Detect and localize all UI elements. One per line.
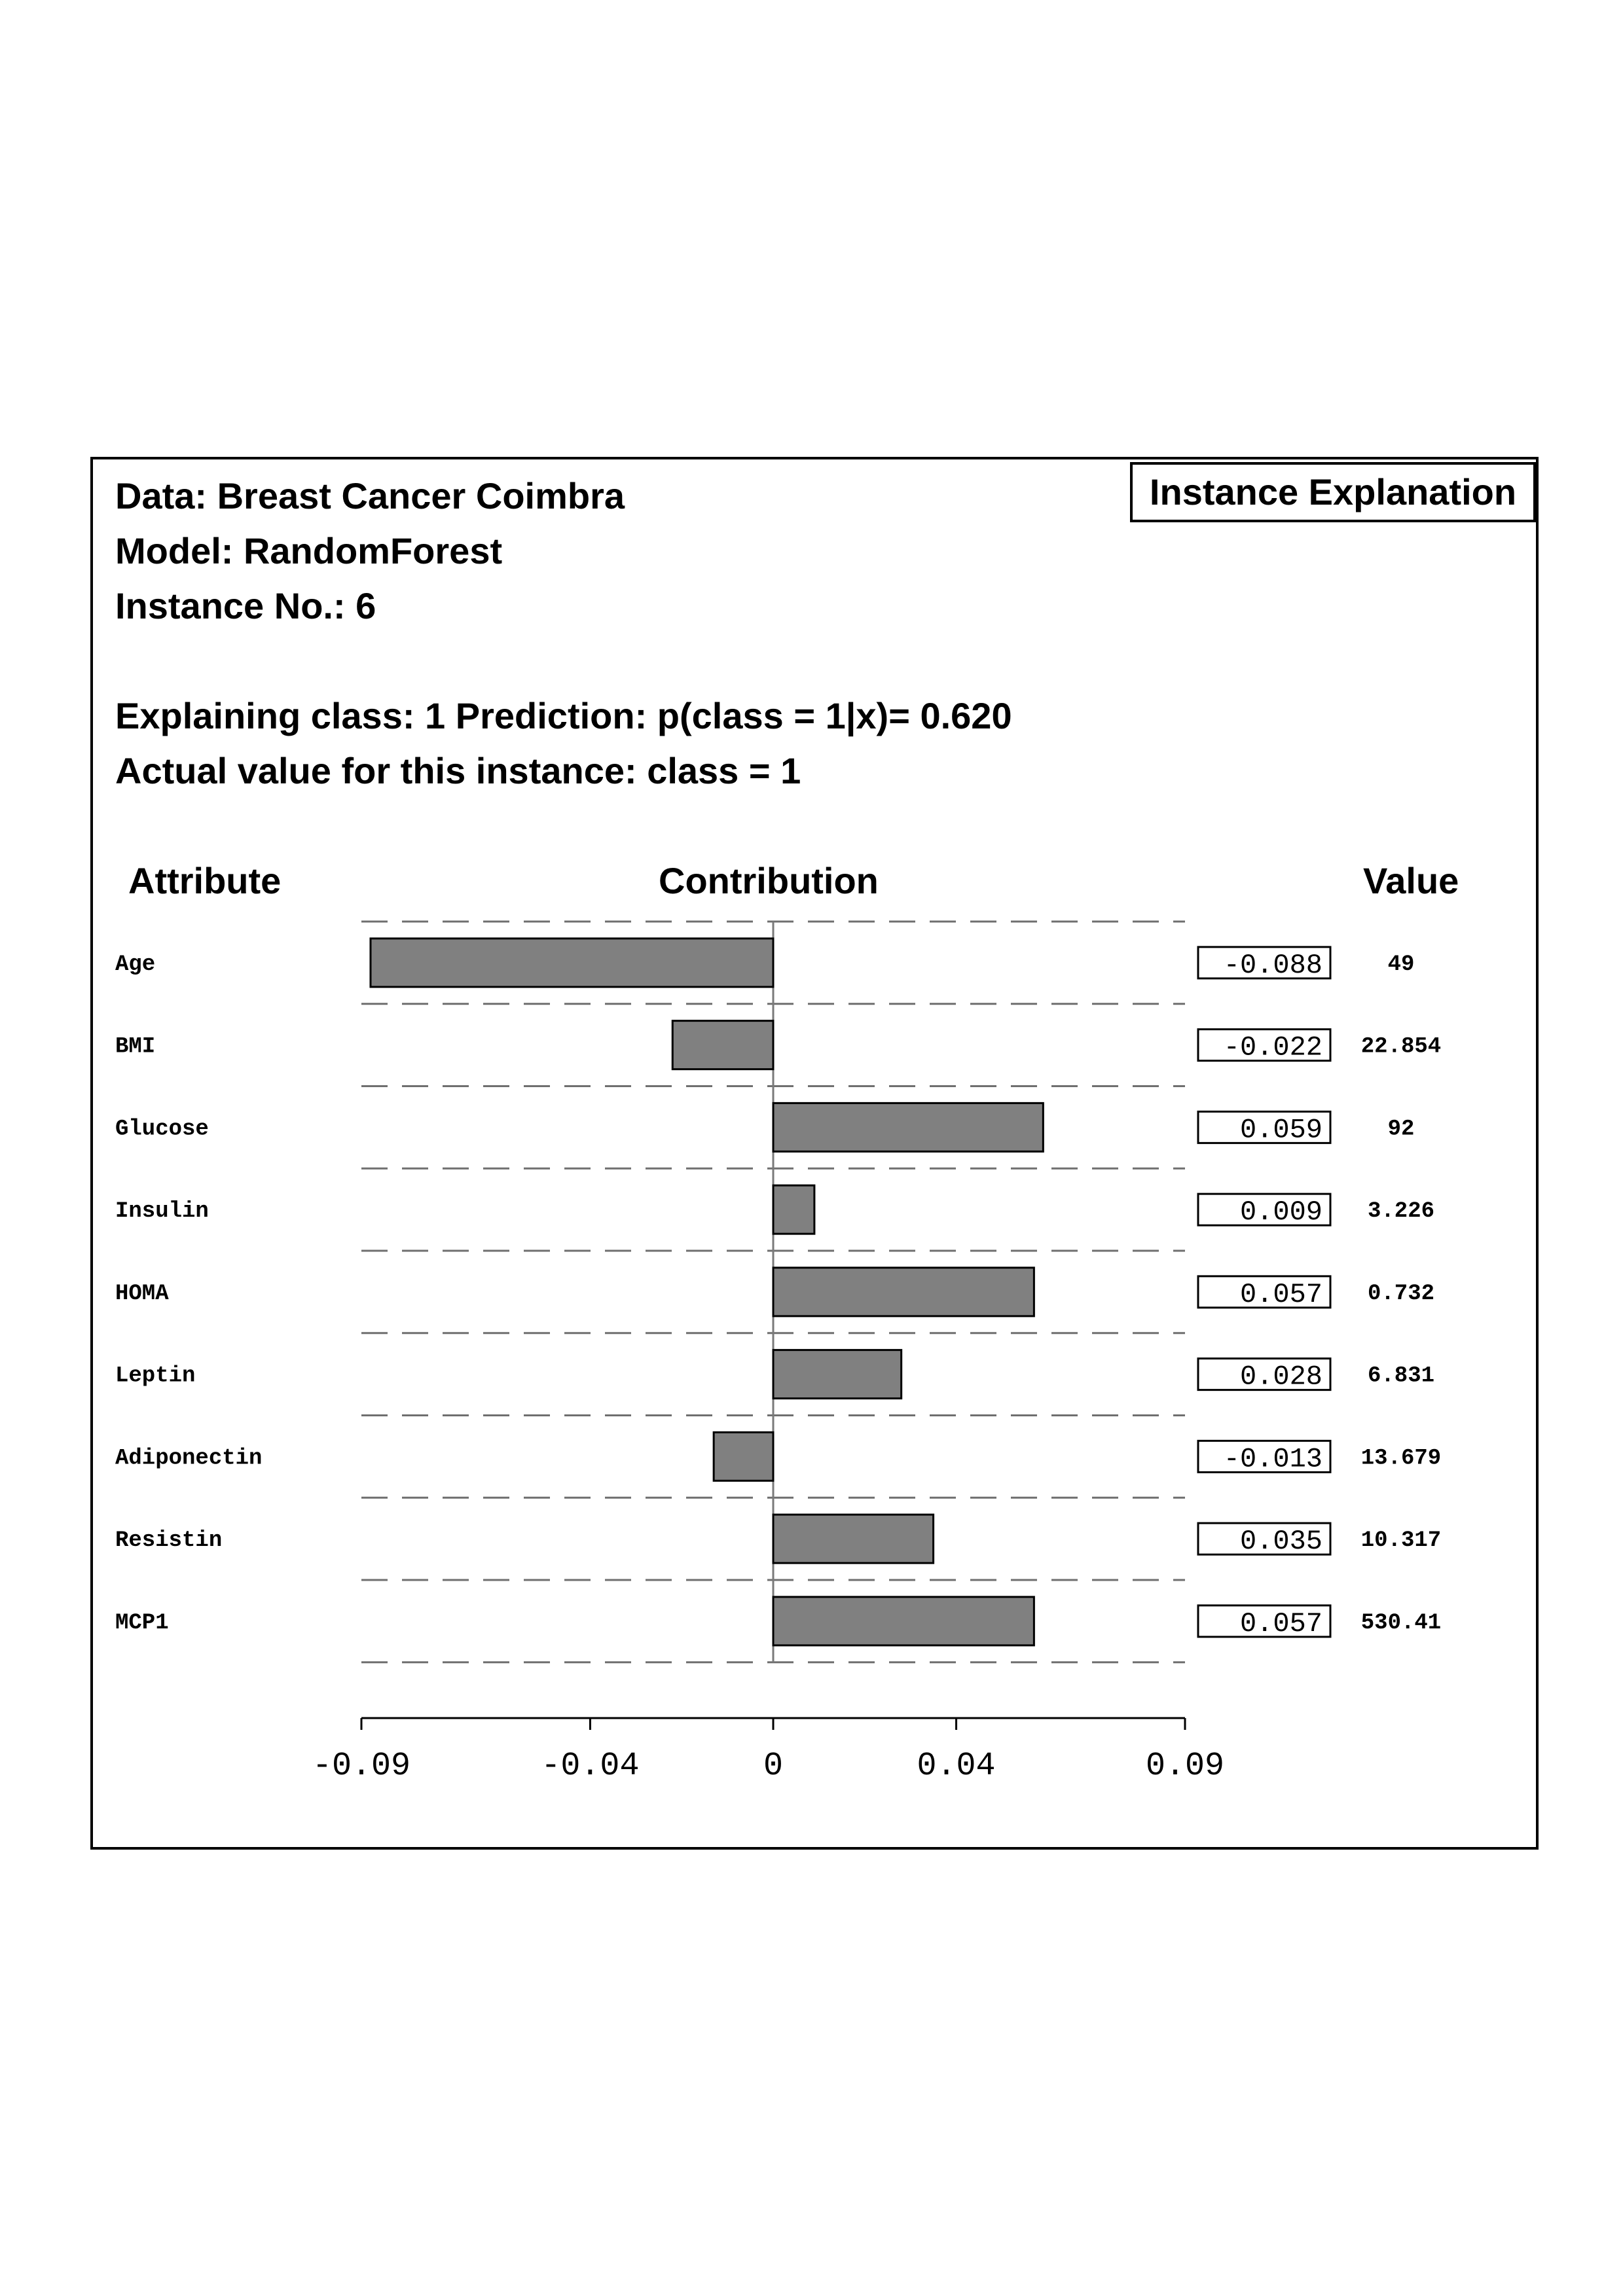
data-line: Data: Breast Cancer Coimbra [115,475,625,516]
x-tick-label: 0 [763,1748,783,1785]
contribution-value-box [1197,1522,1332,1556]
attribute-label: MCP1 [115,1611,169,1636]
contribution-value-box [1197,1275,1332,1309]
attribute-label: Leptin [115,1364,195,1389]
attribute-label: HOMA [115,1282,169,1306]
attribute-label: Resistin [115,1528,222,1553]
contribution-column-header: Contribution [659,860,879,901]
contribution-value-box [1197,946,1332,980]
contribution-value-label: -0.013 [1224,1443,1322,1475]
contribution-bar [772,1266,1035,1318]
contribution-value-box [1197,1604,1332,1638]
model-line: Model: RandomForest [115,530,503,571]
contribution-value-label: -0.088 [1224,950,1322,981]
contribution-value-label: 0.035 [1240,1526,1322,1557]
contribution-value-label: 0.057 [1240,1608,1322,1640]
x-tick-label: 0.04 [917,1748,996,1785]
contribution-bar [772,1184,816,1235]
contribution-value-box [1197,1357,1332,1391]
attribute-value-label: 92 [1388,1117,1415,1141]
attribute-column-header: Attribute [128,860,282,901]
x-tick-label: 0.09 [1146,1748,1224,1785]
attribute-label: BMI [115,1035,155,1060]
instance-explanation-badge: Instance Explanation [1130,462,1536,522]
contribution-value-label: 0.059 [1240,1114,1322,1145]
actual-line: Actual value for this instance: class = … [115,750,801,791]
x-tick-label: -0.09 [312,1748,410,1785]
contribution-bar [772,1596,1035,1647]
attribute-label: Age [115,952,155,977]
contribution-value-box [1197,1028,1332,1062]
contribution-value-label: 0.028 [1240,1361,1322,1393]
contribution-value-label: 0.057 [1240,1279,1322,1310]
attribute-value-label: 13.679 [1361,1446,1441,1471]
explaining-line: Explaining class: 1 Prediction: p(class … [115,695,1012,736]
attribute-label: Adiponectin [115,1446,262,1471]
contribution-value-box [1197,1193,1332,1227]
attribute-value-label: 0.732 [1368,1282,1434,1306]
contribution-bar [369,937,775,988]
attribute-value-label: 530.41 [1361,1611,1441,1636]
attribute-value-label: 22.854 [1361,1035,1441,1060]
attribute-value-label: 10.317 [1361,1528,1441,1553]
contribution-bar [671,1020,775,1071]
attribute-label: Glucose [115,1117,209,1141]
attribute-label: Insulin [115,1199,209,1224]
attribute-value-label: 3.226 [1368,1199,1434,1224]
contribution-bar [772,1513,935,1564]
instance-line: Instance No.: 6 [115,585,376,626]
contribution-bar [712,1431,775,1482]
contribution-bar [772,1349,903,1400]
explanation-frame [90,457,1539,1850]
contribution-bar [772,1102,1044,1153]
value-column-header: Value [1363,860,1459,901]
x-tick-label: -0.04 [541,1748,639,1785]
contribution-value-label: 0.009 [1240,1196,1322,1228]
contribution-value-box [1197,1110,1332,1144]
attribute-value-label: 6.831 [1368,1364,1434,1389]
attribute-value-label: 49 [1388,952,1415,977]
contribution-value-box [1197,1439,1332,1473]
contribution-value-label: -0.022 [1224,1032,1322,1064]
